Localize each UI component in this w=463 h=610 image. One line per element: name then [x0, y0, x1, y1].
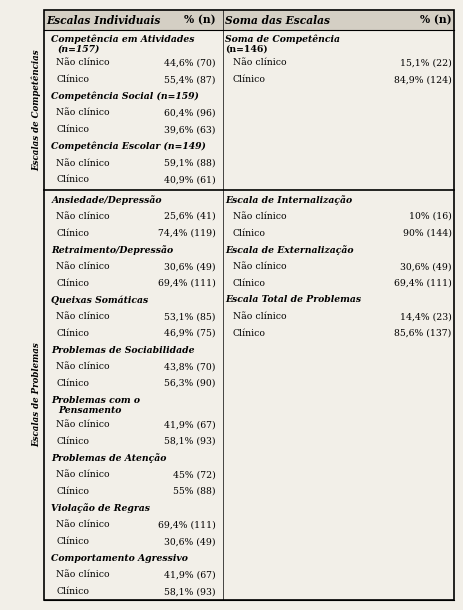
Text: 15,1% (22): 15,1% (22) — [400, 59, 452, 67]
Text: 39,6% (63): 39,6% (63) — [164, 125, 216, 134]
Text: Não clínico: Não clínico — [56, 262, 110, 271]
Text: 69,4% (111): 69,4% (111) — [158, 520, 216, 529]
Text: 55% (88): 55% (88) — [173, 487, 216, 496]
Text: 46,9% (75): 46,9% (75) — [164, 329, 216, 338]
Text: 74,4% (119): 74,4% (119) — [158, 229, 216, 238]
Text: Clínico: Clínico — [56, 175, 89, 184]
Text: 43,8% (70): 43,8% (70) — [164, 362, 216, 371]
Text: Problemas de Atenção: Problemas de Atenção — [51, 453, 167, 463]
Text: Competência Escolar (n=149): Competência Escolar (n=149) — [51, 142, 206, 151]
Text: Não clínico: Não clínico — [56, 212, 110, 221]
Text: 60,4% (96): 60,4% (96) — [164, 109, 216, 118]
Text: Clínico: Clínico — [56, 537, 89, 546]
Text: 44,6% (70): 44,6% (70) — [164, 59, 216, 67]
Text: 45% (72): 45% (72) — [173, 470, 216, 479]
Text: 58,1% (93): 58,1% (93) — [164, 437, 216, 446]
Text: 59,1% (88): 59,1% (88) — [164, 159, 216, 168]
Text: (n=157): (n=157) — [58, 45, 100, 53]
Text: Queixas Somáticas: Queixas Somáticas — [51, 295, 149, 305]
Text: Soma de Competência: Soma de Competência — [225, 34, 340, 44]
Text: Clínico: Clínico — [56, 587, 89, 596]
Text: 30,6% (49): 30,6% (49) — [164, 262, 216, 271]
Text: Não clínico: Não clínico — [56, 312, 110, 321]
Text: 25,6% (41): 25,6% (41) — [164, 212, 216, 221]
Text: Não clínico: Não clínico — [56, 470, 110, 479]
Text: 58,1% (93): 58,1% (93) — [164, 587, 216, 596]
Text: Comportamento Agressivo: Comportamento Agressivo — [51, 554, 188, 563]
Text: 10% (16): 10% (16) — [409, 212, 452, 221]
Text: 41,9% (67): 41,9% (67) — [164, 420, 216, 429]
Text: Escalas de Competências: Escalas de Competências — [31, 49, 41, 171]
Text: Clínico: Clínico — [233, 329, 266, 338]
Text: 69,4% (111): 69,4% (111) — [158, 279, 216, 288]
Text: Violação de Regras: Violação de Regras — [51, 503, 150, 513]
Text: Clínico: Clínico — [56, 487, 89, 496]
Text: Competência em Atividades: Competência em Atividades — [51, 34, 195, 44]
Text: Soma das Escalas: Soma das Escalas — [225, 15, 330, 26]
Text: Escala Total de Problemas: Escala Total de Problemas — [225, 295, 362, 304]
Text: Não clínico: Não clínico — [56, 159, 110, 168]
Text: Clínico: Clínico — [56, 437, 89, 446]
Text: Escala de Externalização: Escala de Externalização — [225, 245, 354, 255]
Text: Clínico: Clínico — [233, 229, 266, 238]
Text: Escalas de Problemas: Escalas de Problemas — [32, 342, 41, 447]
Text: Não clínico: Não clínico — [233, 59, 287, 67]
Text: Não clínico: Não clínico — [233, 312, 287, 321]
Text: (n=146): (n=146) — [225, 45, 268, 53]
Text: 69,4% (111): 69,4% (111) — [394, 279, 452, 288]
Text: Pensamento: Pensamento — [58, 406, 121, 415]
Text: Clínico: Clínico — [56, 229, 89, 238]
Text: Problemas de Sociabilidade: Problemas de Sociabilidade — [51, 346, 195, 354]
Text: 53,1% (85): 53,1% (85) — [164, 312, 216, 321]
Text: Clínico: Clínico — [56, 279, 89, 288]
Text: 56,3% (90): 56,3% (90) — [164, 379, 216, 388]
Text: 85,6% (137): 85,6% (137) — [394, 329, 452, 338]
Text: Escala de Internalização: Escala de Internalização — [225, 195, 352, 205]
Text: Escalas Individuais: Escalas Individuais — [47, 15, 161, 26]
Text: Não clínico: Não clínico — [56, 570, 110, 580]
Text: 14,4% (23): 14,4% (23) — [400, 312, 452, 321]
Text: Clínico: Clínico — [56, 379, 89, 388]
Bar — [44, 10, 454, 30]
Text: Não clínico: Não clínico — [56, 420, 110, 429]
Text: Não clínico: Não clínico — [233, 262, 287, 271]
Text: 41,9% (67): 41,9% (67) — [164, 570, 216, 580]
Text: Não clínico: Não clínico — [233, 212, 287, 221]
Text: Clínico: Clínico — [56, 329, 89, 338]
Text: Ansiedade/Depressão: Ansiedade/Depressão — [51, 195, 162, 205]
Text: % (n): % (n) — [420, 15, 452, 26]
Text: 55,4% (87): 55,4% (87) — [164, 75, 216, 84]
Text: 30,6% (49): 30,6% (49) — [164, 537, 216, 546]
Text: Não clínico: Não clínico — [56, 109, 110, 118]
Text: Competência Social (n=159): Competência Social (n=159) — [51, 92, 199, 101]
Text: Clínico: Clínico — [233, 279, 266, 288]
Text: % (n): % (n) — [184, 15, 216, 26]
Text: Problemas com o: Problemas com o — [51, 396, 140, 405]
Text: Não clínico: Não clínico — [56, 362, 110, 371]
Text: Não clínico: Não clínico — [56, 520, 110, 529]
Text: Não clínico: Não clínico — [56, 59, 110, 67]
Text: Clínico: Clínico — [56, 125, 89, 134]
Text: Clínico: Clínico — [233, 75, 266, 84]
Text: Retraimento/Depressão: Retraimento/Depressão — [51, 245, 174, 255]
Text: 90% (144): 90% (144) — [403, 229, 452, 238]
Text: 40,9% (61): 40,9% (61) — [164, 175, 216, 184]
Text: Clínico: Clínico — [56, 75, 89, 84]
Text: 30,6% (49): 30,6% (49) — [400, 262, 452, 271]
Text: 84,9% (124): 84,9% (124) — [394, 75, 452, 84]
